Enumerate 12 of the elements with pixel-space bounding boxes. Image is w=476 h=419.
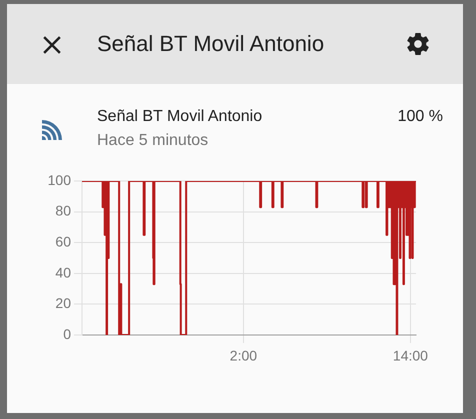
y-tick-label: 60 <box>55 233 72 250</box>
x-tick-label: 14:00 <box>392 347 428 364</box>
y-tick-label: 40 <box>55 264 72 280</box>
y-tick-label: 80 <box>55 202 72 219</box>
text: 100 % <box>398 107 443 127</box>
x-tick-label: 2:00 <box>230 347 258 364</box>
y-tick-label: 0 <box>63 326 72 342</box>
chart-title: Señal BT Movil Antonio <box>97 30 324 58</box>
y-tick-label: 20 <box>55 295 72 312</box>
y-tick-label: 100 <box>48 172 72 188</box>
text: Señal BT Movil Antonio <box>97 107 262 127</box>
chart-subtitle: Hace 5 minutos <box>97 131 208 151</box>
